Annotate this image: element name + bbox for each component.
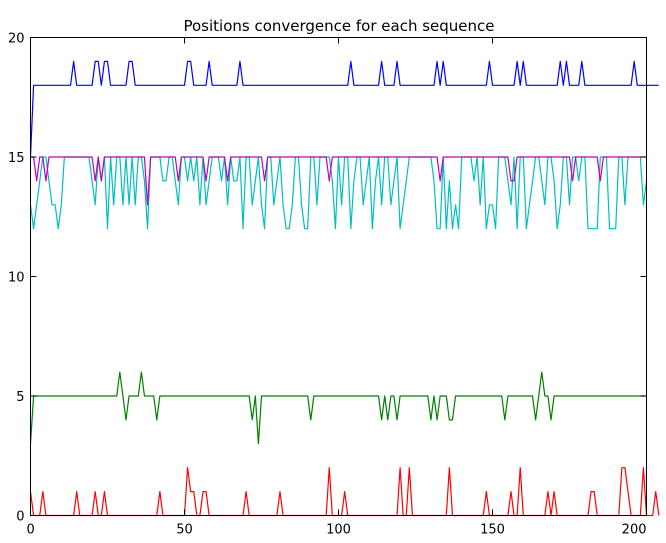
y-tick-label-5: 5 (16, 390, 24, 405)
y-tick-label-10: 10 (8, 271, 25, 286)
y-tick-label-20: 20 (8, 32, 25, 47)
series-line-4 (29, 371, 647, 445)
series-line-1 (29, 60, 659, 158)
series-group (29, 60, 660, 517)
x-tick-label-100: 100 (326, 523, 351, 538)
x-tick-label-0: 0 (27, 523, 35, 538)
tick-labels-group: 0 50 100 150 200 0 5 10 15 20 (8, 32, 647, 538)
x-tick-label-150: 150 (480, 523, 505, 538)
plot-frame (30, 37, 647, 516)
series-line-5 (29, 467, 660, 517)
y-tick-label-15: 15 (8, 151, 25, 166)
series-line-3 (30, 156, 647, 206)
x-tick-label-200: 200 (622, 523, 647, 538)
ticks-group (30, 37, 647, 516)
chart-title: Positions convergence for each sequence (183, 17, 494, 35)
series-line-2 (29, 156, 648, 230)
y-tick-label-0: 0 (16, 510, 24, 525)
x-tick-label-50: 50 (176, 523, 193, 538)
